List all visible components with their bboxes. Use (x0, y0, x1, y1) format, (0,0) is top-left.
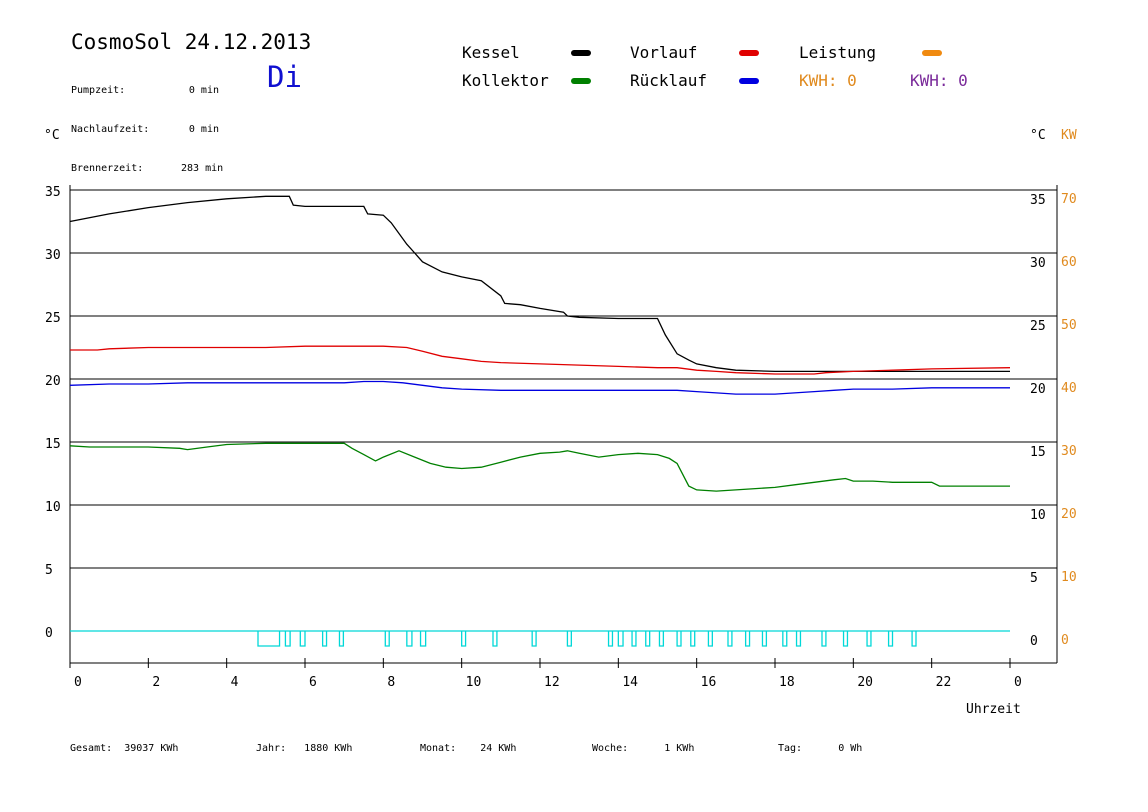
series-leistung-pulse (911, 631, 917, 647)
x-tick-label: 16 (701, 675, 717, 690)
series-leistung-pulse (727, 631, 733, 647)
x-tick-label: 0 (74, 675, 82, 690)
y2-tick-label: 20 (1061, 507, 1077, 522)
legend-label-vorlauf: Vorlauf (630, 43, 698, 62)
series-leistung-pulse (866, 631, 872, 647)
y2-tick-label: 50 (1061, 318, 1077, 333)
y-tick-label: 20 (45, 374, 61, 389)
y-tick-label: 5 (45, 563, 53, 578)
legend-swatch-kessel (571, 50, 591, 56)
series-leistung-pulse (338, 631, 345, 647)
series-leistung-pulse (658, 631, 665, 647)
series-leistung-pulse (842, 631, 849, 647)
footer-woche: Woche: 1 KWh (592, 743, 695, 754)
series-leistung-pulse (690, 631, 696, 647)
x-tick-label: 10 (466, 675, 482, 690)
series-leistung-pulse (566, 631, 572, 647)
y-tick-label-right: 5 (1030, 571, 1038, 586)
x-tick-label: 2 (152, 675, 160, 690)
y-tick-label: 35 (45, 185, 61, 200)
legend-label-leistung: Leistung (799, 43, 877, 62)
x-tick-label: 6 (309, 675, 317, 690)
legend-swatch-vorlauf (739, 50, 759, 56)
y-tick-label-right: 0 (1030, 634, 1038, 649)
y-tick-label-right: 10 (1030, 508, 1046, 523)
x-tick-label: 20 (857, 675, 873, 690)
legend-label-ruecklauf: Rücklauf (630, 71, 708, 90)
series-leistung-pulse (631, 631, 637, 647)
series-leistung-pulse (284, 631, 291, 647)
legend-swatch-kollektor (571, 78, 591, 84)
weekday-label: Di (267, 60, 302, 94)
y-tick-label-right: 25 (1030, 319, 1046, 334)
y2-tick-label: 30 (1061, 444, 1077, 459)
x-axis-title: Uhrzeit (966, 702, 1021, 717)
series-leistung-pulse (821, 631, 827, 647)
y2-tick-label: 70 (1061, 192, 1077, 207)
series-leistung-pulse (782, 631, 788, 647)
series-leistung-pulse (707, 631, 713, 647)
y2-tick-label: 0 (1061, 633, 1069, 648)
y-tick-label-right: 15 (1030, 445, 1046, 460)
footer-monat: Monat: 24 KWh (420, 743, 517, 754)
y-tick-label-right: 35 (1030, 193, 1046, 208)
y-tick-label: 15 (45, 437, 61, 452)
series-leistung-pulse (761, 631, 768, 647)
y-tick-label: 10 (45, 500, 61, 515)
kwh-value-orange: KWH: 0 (799, 71, 857, 90)
series-vorlauf-line (70, 345, 1011, 375)
kwh-value-purple: KWH: 0 (910, 71, 968, 90)
stat-brennerzeit: Brennerzeit: 283 min (71, 163, 224, 174)
series-leistung-pulse (531, 631, 537, 647)
stat-pumpzeit: Pumpzeit: 0 min (71, 85, 219, 96)
footer-jahr: Jahr: 1880 KWh (256, 743, 353, 754)
series-leistung-pulse (299, 631, 306, 647)
series-leistung-pulse (744, 631, 751, 647)
series-leistung-pulse (419, 631, 427, 647)
series-leistung-pulse (492, 631, 498, 647)
x-tick-label: 14 (622, 675, 638, 690)
x-tick-label: 8 (387, 675, 395, 690)
series-leistung-pulse (406, 631, 413, 647)
chart-title: CosmoSol 24.12.2013 (71, 30, 312, 54)
series-leistung-pulse (384, 631, 390, 647)
legend-swatch-ruecklauf (739, 78, 759, 84)
series-leistung-pulse (887, 631, 894, 647)
legend-label-kessel: Kessel (462, 43, 520, 62)
y2-tick-label: 40 (1061, 381, 1077, 396)
series-ruecklauf-line (69, 380, 1010, 395)
x-tick-label: 22 (936, 675, 952, 690)
x-tick-label: 18 (779, 675, 795, 690)
right-unit-kw-label: KW (1061, 128, 1077, 143)
series-kessel-line (69, 195, 1010, 373)
legend-swatch-leistung (922, 50, 942, 56)
x-tick-label: 4 (231, 675, 239, 690)
right-unit-c-label: °C (1030, 128, 1046, 143)
series-kollektor-line (69, 442, 1010, 492)
x-tick-label: 0 (1014, 675, 1022, 690)
footer-gesamt: Gesamt: 39037 KWh (70, 743, 179, 754)
left-unit-label: °C (44, 128, 60, 143)
legend-label-kollektor: Kollektor (462, 71, 549, 90)
y2-tick-label: 60 (1061, 255, 1077, 270)
x-tick-label: 12 (544, 675, 560, 690)
footer-tag: Tag: 0 Wh (778, 743, 863, 754)
stats-block: Pumpzeit: 0 min Nachlaufzeit: 0 min Brenne… (71, 58, 224, 188)
series-leistung-pulse (617, 631, 624, 647)
stat-nachlaufzeit: Nachlaufzeit: 0 min (71, 124, 219, 135)
y-tick-label: 30 (45, 248, 61, 263)
series-leistung-pulse (321, 631, 328, 647)
series-leistung-pulse (676, 631, 682, 647)
y-tick-label: 25 (45, 311, 61, 326)
series-leistung-pulse (645, 631, 651, 647)
series-leistung-pulse (257, 631, 281, 647)
y-tick-label-right: 20 (1030, 382, 1046, 397)
series-leistung-pulse (795, 631, 802, 647)
y-tick-label: 0 (45, 626, 53, 641)
series-leistung-pulse (607, 631, 614, 647)
y2-tick-label: 10 (1061, 570, 1077, 585)
y-tick-label-right: 30 (1030, 256, 1046, 271)
series-leistung-pulse (461, 631, 467, 647)
